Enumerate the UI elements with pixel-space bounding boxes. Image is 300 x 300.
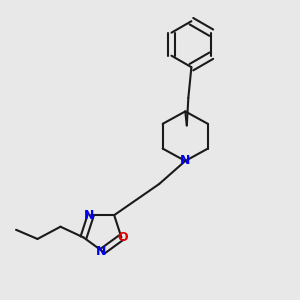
- Text: O: O: [118, 231, 128, 244]
- Text: N: N: [180, 154, 190, 167]
- Text: N: N: [84, 209, 94, 222]
- Text: N: N: [96, 245, 106, 258]
